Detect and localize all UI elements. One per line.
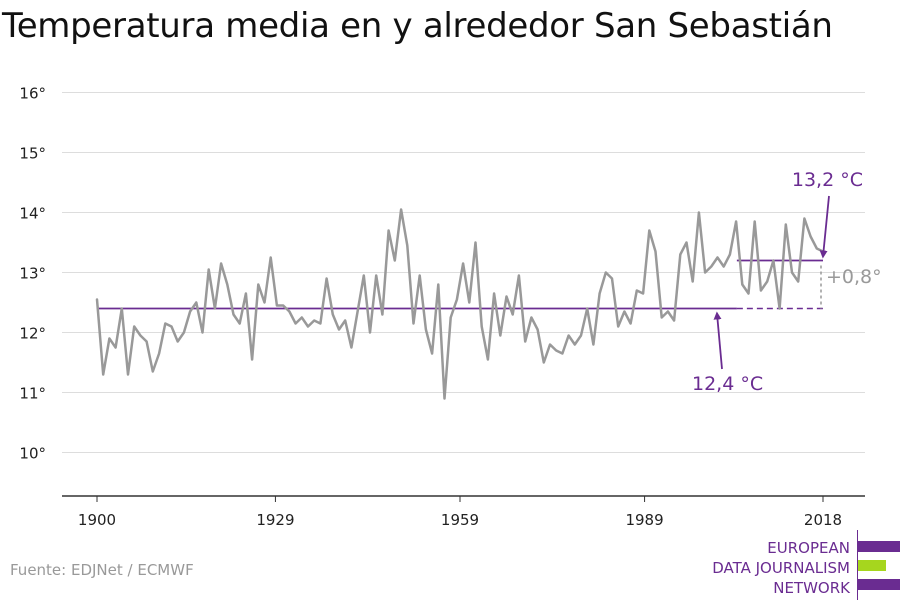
x-tick-label: 1989	[625, 511, 663, 529]
x-tick-labels: 1900 1929 1959 1989 2018	[78, 511, 842, 529]
x-axis	[62, 495, 865, 502]
annotations: 13,2 °C 12,4 °C +0,8°	[692, 169, 882, 395]
x-tick-label: 1900	[78, 511, 116, 529]
logo-line-2: DATA JOURNALISM	[712, 559, 850, 577]
baseline-label: 12,4 °C	[692, 373, 763, 395]
x-tick-label: 1929	[256, 511, 294, 529]
recent-mean-arrow	[819, 195, 830, 259]
logo-bar-2	[858, 560, 886, 571]
baseline-arrow	[713, 311, 723, 370]
y-tick-label: 16°	[19, 85, 46, 103]
temperature-series	[95, 208, 825, 400]
x-tick-label: 1959	[441, 511, 479, 529]
y-tick-label: 14°	[19, 205, 46, 223]
temperature-line	[95, 208, 825, 400]
y-tick-labels: 10° 11° 12° 13° 14° 15° 16°	[19, 85, 46, 463]
x-tick-label: 2018	[804, 511, 842, 529]
logo-line-3: NETWORK	[773, 579, 850, 597]
grid-lines	[62, 92, 865, 453]
y-tick-label: 11°	[19, 385, 46, 403]
y-tick-label: 15°	[19, 145, 46, 163]
logo-divider	[857, 530, 858, 600]
logo-bar-1	[858, 541, 900, 552]
page-title: Temperatura media en y alrededor San Seb…	[2, 6, 833, 46]
logo-line-1: EUROPEAN	[767, 539, 850, 557]
logo-bar-3	[858, 579, 900, 590]
y-tick-label: 12°	[19, 325, 46, 343]
difference-label: +0,8°	[826, 266, 882, 288]
y-tick-label: 13°	[19, 265, 46, 283]
recent-mean-label: 13,2 °C	[792, 169, 863, 191]
y-tick-label: 10°	[19, 445, 46, 463]
source-note: Fuente: EDJNet / ECMWF	[10, 561, 194, 579]
edjnet-logo[interactable]: EUROPEAN DATA JOURNALISM NETWORK	[700, 530, 900, 600]
